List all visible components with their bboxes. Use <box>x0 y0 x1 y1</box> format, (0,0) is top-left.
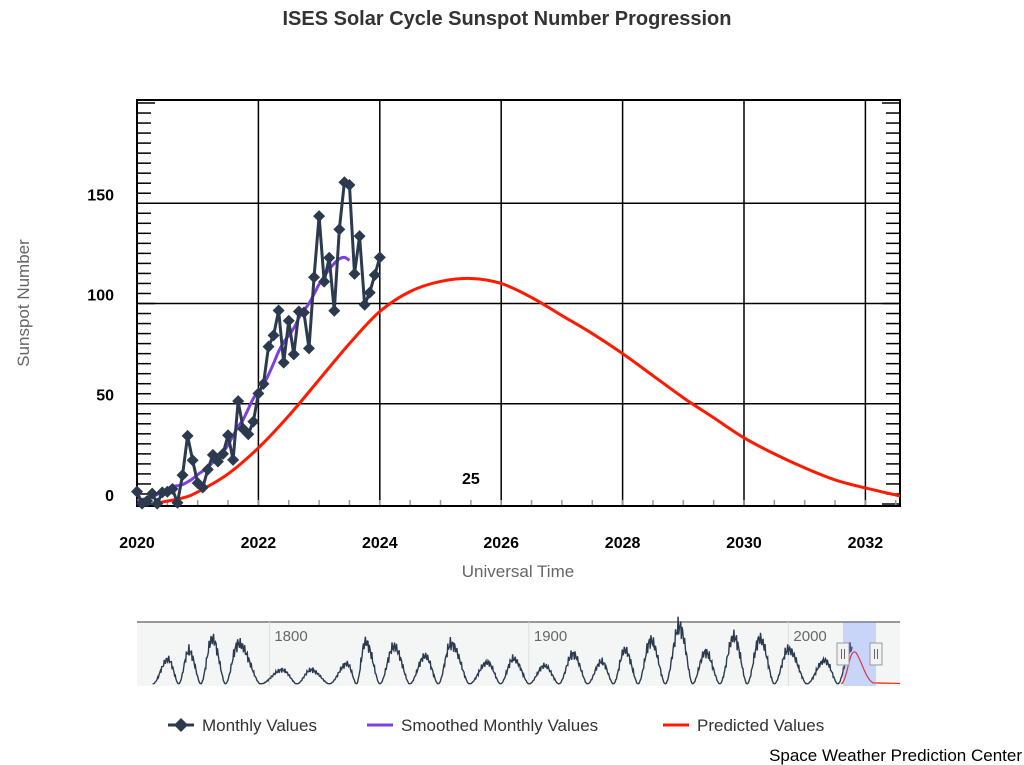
monthly-value-point <box>358 298 371 311</box>
monthly-value-point <box>277 356 290 369</box>
legend-label: Predicted Values <box>697 716 824 735</box>
navigator-series-line <box>152 616 853 685</box>
monthly-value-point <box>308 271 321 284</box>
navigator-tick-label: 1900 <box>534 628 567 645</box>
plot-area: 2020 2022 2024 2026 2028 2030 2032 0 50 100 150 <box>87 99 901 552</box>
navigator-handle-right[interactable] <box>869 642 883 666</box>
monthly-value-point <box>257 377 270 390</box>
y-axis-label: Sunspot Number <box>14 239 33 367</box>
y-tick-label: 50 <box>96 388 114 405</box>
monthly-value-point <box>166 482 179 495</box>
monthly-value-point <box>232 395 245 408</box>
y-tick-label: 100 <box>87 288 114 305</box>
monthly-value-point <box>343 179 356 192</box>
monthly-value-point <box>141 494 154 507</box>
predicted-values-line <box>156 276 900 505</box>
monthly-value-point <box>353 230 366 243</box>
x-tick-label: 2020 <box>119 535 155 552</box>
monthly-value-point <box>222 429 235 442</box>
monthly-value-point <box>333 223 346 236</box>
monthly-value-point <box>318 275 331 288</box>
navigator-handle-left[interactable] <box>836 642 850 666</box>
plot-border <box>136 99 901 507</box>
monthly-value-point <box>171 496 184 509</box>
legend-label: Monthly Values <box>202 716 317 735</box>
monthly-value-point <box>323 251 336 264</box>
navigator-background <box>137 622 900 686</box>
monthly-value-point <box>151 497 164 510</box>
monthly-value-point <box>211 455 224 468</box>
monthly-value-point <box>176 469 189 482</box>
monthly-value-point <box>181 429 194 442</box>
monthly-value-point <box>252 387 265 400</box>
monthly-value-point <box>313 210 326 223</box>
x-tick-label: 2026 <box>483 535 519 552</box>
monthly-value-point <box>146 487 159 500</box>
x-tick-label: 2022 <box>241 535 277 552</box>
diamond-marker-icon <box>174 718 188 732</box>
monthly-value-point <box>297 306 310 319</box>
monthly-value-point <box>196 481 209 494</box>
monthly-value-point <box>216 447 229 460</box>
monthly-value-point <box>302 342 315 355</box>
credit-text: Space Weather Prediction Center <box>769 746 1022 765</box>
monthly-value-point <box>363 286 376 299</box>
monthly-value-point <box>287 348 300 361</box>
legend-smoothed-values[interactable]: Smoothed Monthly Values <box>367 716 598 735</box>
handle-grip-icon <box>869 642 883 666</box>
legend: Monthly Values Smoothed Monthly Values P… <box>168 716 824 735</box>
legend-predicted-values[interactable]: Predicted Values <box>663 716 824 735</box>
monthly-value-point <box>262 340 275 353</box>
handle-grip-icon <box>836 642 850 666</box>
monthly-value-point <box>282 314 295 327</box>
chart-title: ISES Solar Cycle Sunspot Number Progress… <box>282 8 731 30</box>
x-axis-label: Universal Time <box>462 562 574 581</box>
navigator[interactable]: 1800 1900 2000 <box>137 616 901 686</box>
smoothed-values-line <box>136 255 351 502</box>
monthly-value-point <box>348 267 361 280</box>
x-tick-label: 2024 <box>362 535 398 552</box>
monthly-value-point <box>267 329 280 342</box>
x-tick-label: 2030 <box>726 535 762 552</box>
y-tick-label: 0 <box>105 488 114 505</box>
cycle-label: 25 <box>462 471 480 488</box>
legend-label: Smoothed Monthly Values <box>401 716 598 735</box>
monthly-value-point <box>272 304 285 317</box>
x-tick-label: 2032 <box>848 535 884 552</box>
legend-monthly-values[interactable]: Monthly Values <box>168 716 317 735</box>
y-tick-label: 150 <box>87 187 114 204</box>
navigator-predicted-line <box>840 651 901 685</box>
x-tick-label: 2028 <box>605 535 641 552</box>
monthly-value-point <box>373 251 386 264</box>
monthly-value-point <box>247 415 260 428</box>
navigator-tick-label: 1800 <box>274 628 307 645</box>
monthly-value-point <box>242 428 255 441</box>
monthly-value-point <box>201 463 214 476</box>
monthly-value-point <box>368 269 381 282</box>
monthly-value-point <box>328 304 341 317</box>
monthly-value-point <box>186 454 199 467</box>
monthly-value-point <box>131 485 143 498</box>
navigator-tick-label: 2000 <box>793 628 826 645</box>
monthly-value-point <box>227 453 240 466</box>
